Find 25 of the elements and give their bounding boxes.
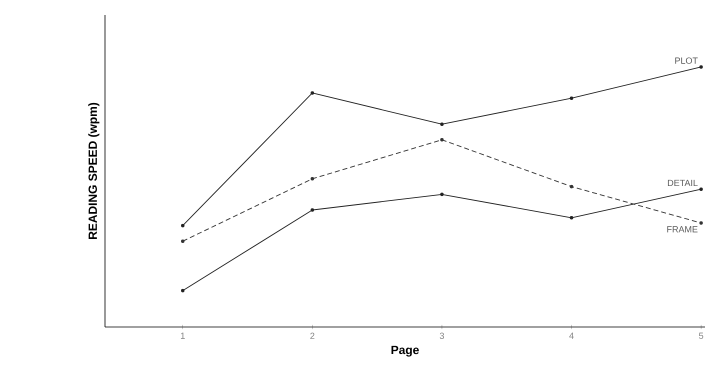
point bbox=[440, 122, 444, 126]
y-axis-title: READING SPEED (wpm) bbox=[88, 102, 100, 239]
point bbox=[570, 216, 574, 220]
point bbox=[310, 177, 314, 181]
point bbox=[310, 91, 314, 95]
series-label: FRAME bbox=[667, 226, 698, 232]
x-tick-label: 1 bbox=[180, 332, 185, 339]
series-label: PLOT bbox=[675, 57, 698, 64]
x-tick-label: 2 bbox=[310, 332, 314, 339]
point bbox=[699, 65, 703, 69]
point bbox=[181, 288, 184, 292]
point bbox=[570, 184, 574, 188]
x-tick-label: 4 bbox=[569, 332, 574, 339]
point bbox=[699, 221, 703, 225]
point bbox=[570, 96, 574, 100]
x-tick-label: 3 bbox=[440, 332, 444, 339]
x-tick-label: 5 bbox=[698, 332, 704, 339]
x-axis-title: Page bbox=[392, 346, 419, 357]
point bbox=[181, 224, 184, 228]
point bbox=[310, 208, 314, 212]
point bbox=[440, 192, 444, 196]
point bbox=[440, 138, 444, 142]
point bbox=[699, 187, 703, 191]
point bbox=[181, 239, 184, 243]
series-label: DETAIL bbox=[668, 180, 698, 186]
